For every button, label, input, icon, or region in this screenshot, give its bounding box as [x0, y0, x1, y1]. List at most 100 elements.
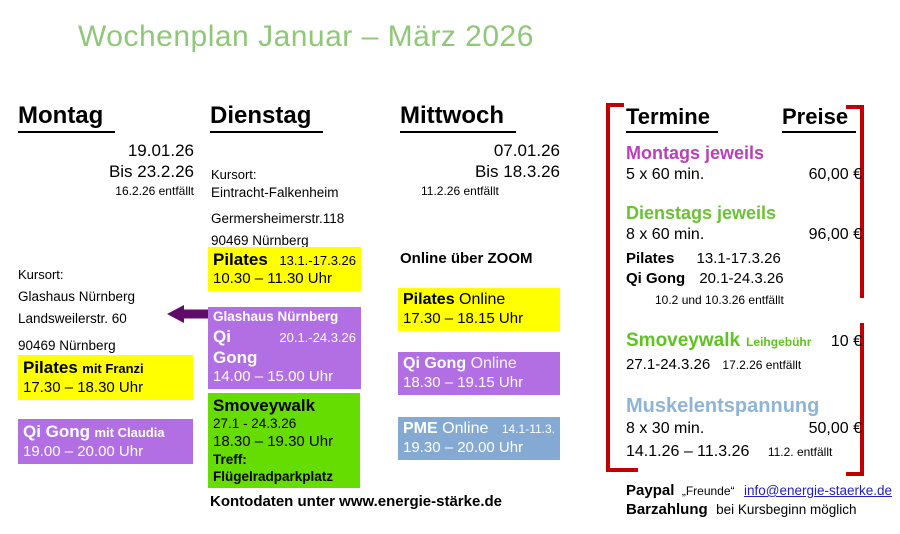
preise-heading: Preise — [782, 104, 857, 133]
red-bracket-right-bottom-hook — [846, 472, 864, 476]
cash-line: Barzahlung bei Kursbeginn möglich — [626, 501, 856, 519]
red-bracket-right-bottom-vertical — [860, 323, 864, 476]
wednesday-pme-dates: 14.1-11.3. — [501, 422, 555, 436]
tuesday-smoveywalk-time: 18.30 – 19.30 Uhr — [213, 433, 334, 451]
monday-pilates-event: Pilates mit Franzi 17.30 – 18.30 Uhr — [18, 355, 193, 400]
tuesday-qigong-title-line: Qi Gong 20.1.-24.3.26 — [213, 326, 356, 369]
tuesday-qigong-dates: 20.1.-24.3.26 — [279, 329, 356, 345]
wednesday-qigong-title: Qi Gong — [403, 355, 467, 372]
paypal-email-link[interactable]: info@energie-staerke.de — [743, 483, 893, 498]
wednesday-pme-mode: Online — [442, 420, 489, 437]
wednesday-cancelled-note: 11.2.26 entfällt — [421, 184, 499, 198]
pricing-pilates-dates-row: Pilates 13.1-17.3.26 — [626, 250, 781, 267]
wednesday-pilates-event: Pilates Online 17.30 – 18.15 Uhr — [398, 288, 560, 331]
muskel-dates: 14.1.26 – 11.3.26 — [626, 443, 750, 460]
red-bracket-right-top-vertical — [860, 105, 864, 298]
wednesday-qigong-title-line: Qi Gong Online — [403, 354, 555, 374]
wednesday-qigong-time: 18.30 – 19.15 Uhr — [403, 374, 524, 391]
monday-pilates-with: mit Franzi — [82, 361, 144, 376]
tuesday-heading: Dienstag — [210, 102, 324, 133]
smoveywalk-price-label: Smoveywalk — [626, 330, 741, 351]
muskel-price-row: 8 x 30 min. 50,00 € — [626, 420, 862, 438]
smoveywalk-dates: 27.1-24.3.26 — [626, 356, 711, 373]
smoveywalk-cancelled: 17.2.26 entfällt — [722, 358, 802, 372]
tuesday-price-value: 96,00 € — [808, 226, 862, 243]
muskel-price-category: Muskelentspannung — [626, 395, 820, 417]
wednesday-pme-title: PME — [403, 420, 438, 437]
tuesday-pilates-time: 10.30 – 11.30 Uhr — [213, 270, 332, 288]
tuesday-smoveywalk-dates: 27.1 - 24.3.26 — [213, 416, 297, 432]
smoveywalk-fee-label: Leihgebühr — [746, 335, 812, 349]
paypal-label: Paypal — [626, 482, 675, 499]
monday-location-city: 90469 Nürnberg — [18, 338, 116, 353]
pricing-qigong-label: Qi Gong — [626, 270, 686, 287]
muskel-price-value: 50,00 € — [808, 420, 862, 437]
bank-info-note: Kontodaten unter www.energie-stärke.de — [210, 493, 502, 510]
left-arrow-icon — [167, 305, 214, 323]
smoveywalk-label-group: Smoveywalk Leihgebühr — [626, 330, 811, 352]
monday-pilates-time: 17.30 – 18.30 Uhr — [23, 379, 144, 396]
pricing-pilates-dates: 13.1-17.3.26 — [696, 250, 781, 267]
cash-label: Barzahlung — [626, 501, 708, 518]
tuesday-qigong-time: 14.00 – 15.00 Uhr — [213, 368, 334, 386]
monday-until-date: Bis 23.2.26 — [108, 162, 194, 181]
tuesday-pilates-title: Pilates — [213, 250, 268, 269]
pricing-pilates-label: Pilates — [626, 250, 675, 267]
page-title: Wochenplan Januar – März 2026 — [78, 20, 534, 53]
tuesday-column-header: Dienstag — [210, 102, 324, 133]
tuesday-location-label: Kursort: — [211, 167, 257, 182]
tuesday-location-city: 90469 Nürnberg — [211, 233, 309, 248]
red-bracket-left-top-hook — [606, 103, 624, 107]
monday-qigong-title: Qi Gong — [23, 422, 91, 441]
red-bracket-left-bottom-hook — [606, 468, 638, 472]
wednesday-pme-time: 19.30 – 20.00 Uhr — [403, 439, 524, 456]
monday-price-value: 60,00 € — [808, 166, 862, 183]
tuesday-smoveywalk-title: Smoveywalk — [213, 396, 316, 415]
wednesday-pilates-title-line: Pilates Online — [403, 290, 555, 310]
monday-price-row: 5 x 60 min. 60,00 € — [626, 166, 862, 184]
monday-qigong-title-line: Qi Gong mit Claudia — [23, 421, 188, 443]
wednesday-pme-title-line: PME Online 14.1-11.3. — [403, 419, 555, 439]
monday-qigong-with: mit Claudia — [94, 425, 165, 440]
tuesday-qigong-event: Glashaus Nürnberg Qi Gong 20.1.-24.3.26 … — [208, 307, 361, 390]
wednesday-pilates-title: Pilates — [403, 291, 455, 308]
preise-header: Preise — [782, 104, 857, 133]
tuesday-location-name: Eintracht-Falkenheim — [211, 185, 339, 200]
wednesday-pilates-mode: Online — [459, 291, 506, 308]
muskel-dates-row: 14.1.26 – 11.3.26 11.2. entfällt — [626, 443, 832, 461]
termine-header: Termine — [626, 104, 718, 133]
smoveywalk-price-value: 10 € — [830, 333, 862, 350]
tuesday-qigong-title: Qi Gong — [213, 326, 258, 368]
wednesday-heading: Mittwoch — [400, 102, 516, 133]
tuesday-pilates-event: Pilates 13.1.-17.3.26 10.30 – 11.30 Uhr — [208, 247, 361, 291]
wednesday-pilates-time: 17.30 – 18.15 Uhr — [403, 310, 524, 327]
wednesday-qigong-event: Qi Gong Online 18.30 – 19.15 Uhr — [398, 352, 560, 395]
monday-price-qty: 5 x 60 min. — [626, 166, 705, 183]
termine-heading: Termine — [626, 104, 718, 133]
muskel-price-qty: 8 x 30 min. — [626, 420, 705, 437]
red-bracket-left-vertical — [606, 103, 610, 472]
paypal-line: Paypal „Freunde“ info@energie-staerke.de — [626, 482, 892, 500]
muskel-cancelled: 11.2. entfällt — [767, 445, 833, 459]
tuesday-pilates-dates: 13.1.-17.3.26 — [279, 253, 356, 268]
red-bracket-right-top-hook — [846, 105, 864, 109]
smoveywalk-dates-row: 27.1-24.3.26 17.2.26 entfällt — [626, 356, 801, 373]
monday-location-street: Landsweilerstr. 60 — [18, 311, 127, 326]
monday-qigong-time: 19.00 – 20.00 Uhr — [23, 443, 144, 460]
pricing-qigong-dates-row: Qi Gong 20.1-24.3.26 — [626, 270, 784, 287]
wednesday-until-date: Bis 18.3.26 — [474, 162, 560, 181]
wednesday-qigong-mode: Online — [470, 355, 517, 372]
monday-location-label: Kursort: — [18, 267, 64, 282]
pricing-tuesday-cancelled: 10.2 und 10.3.26 entfällt — [655, 293, 784, 307]
tuesday-qigong-venue: Glashaus Nürnberg — [213, 309, 339, 324]
monday-location-name: Glashaus Nürnberg — [18, 289, 136, 304]
monday-cancelled-note: 16.2.26 entfällt — [115, 184, 194, 198]
tuesday-smoveywalk-event: Smoveywalk 27.1 - 24.3.26 18.30 – 19.30 … — [208, 393, 360, 488]
tuesday-pilates-title-line: Pilates 13.1.-17.3.26 — [213, 249, 356, 270]
tuesday-location-street: Germersheimerstr.118 — [211, 211, 345, 226]
tuesday-price-qty: 8 x 60 min. — [626, 226, 705, 243]
wednesday-online-note: Online über ZOOM — [400, 250, 533, 267]
monday-price-category: Montags jeweils — [626, 143, 765, 163]
tuesday-smoveywalk-meeting-point: Treff: Flügelradparkplatz — [213, 451, 334, 484]
monday-column-header: Montag — [18, 102, 116, 133]
